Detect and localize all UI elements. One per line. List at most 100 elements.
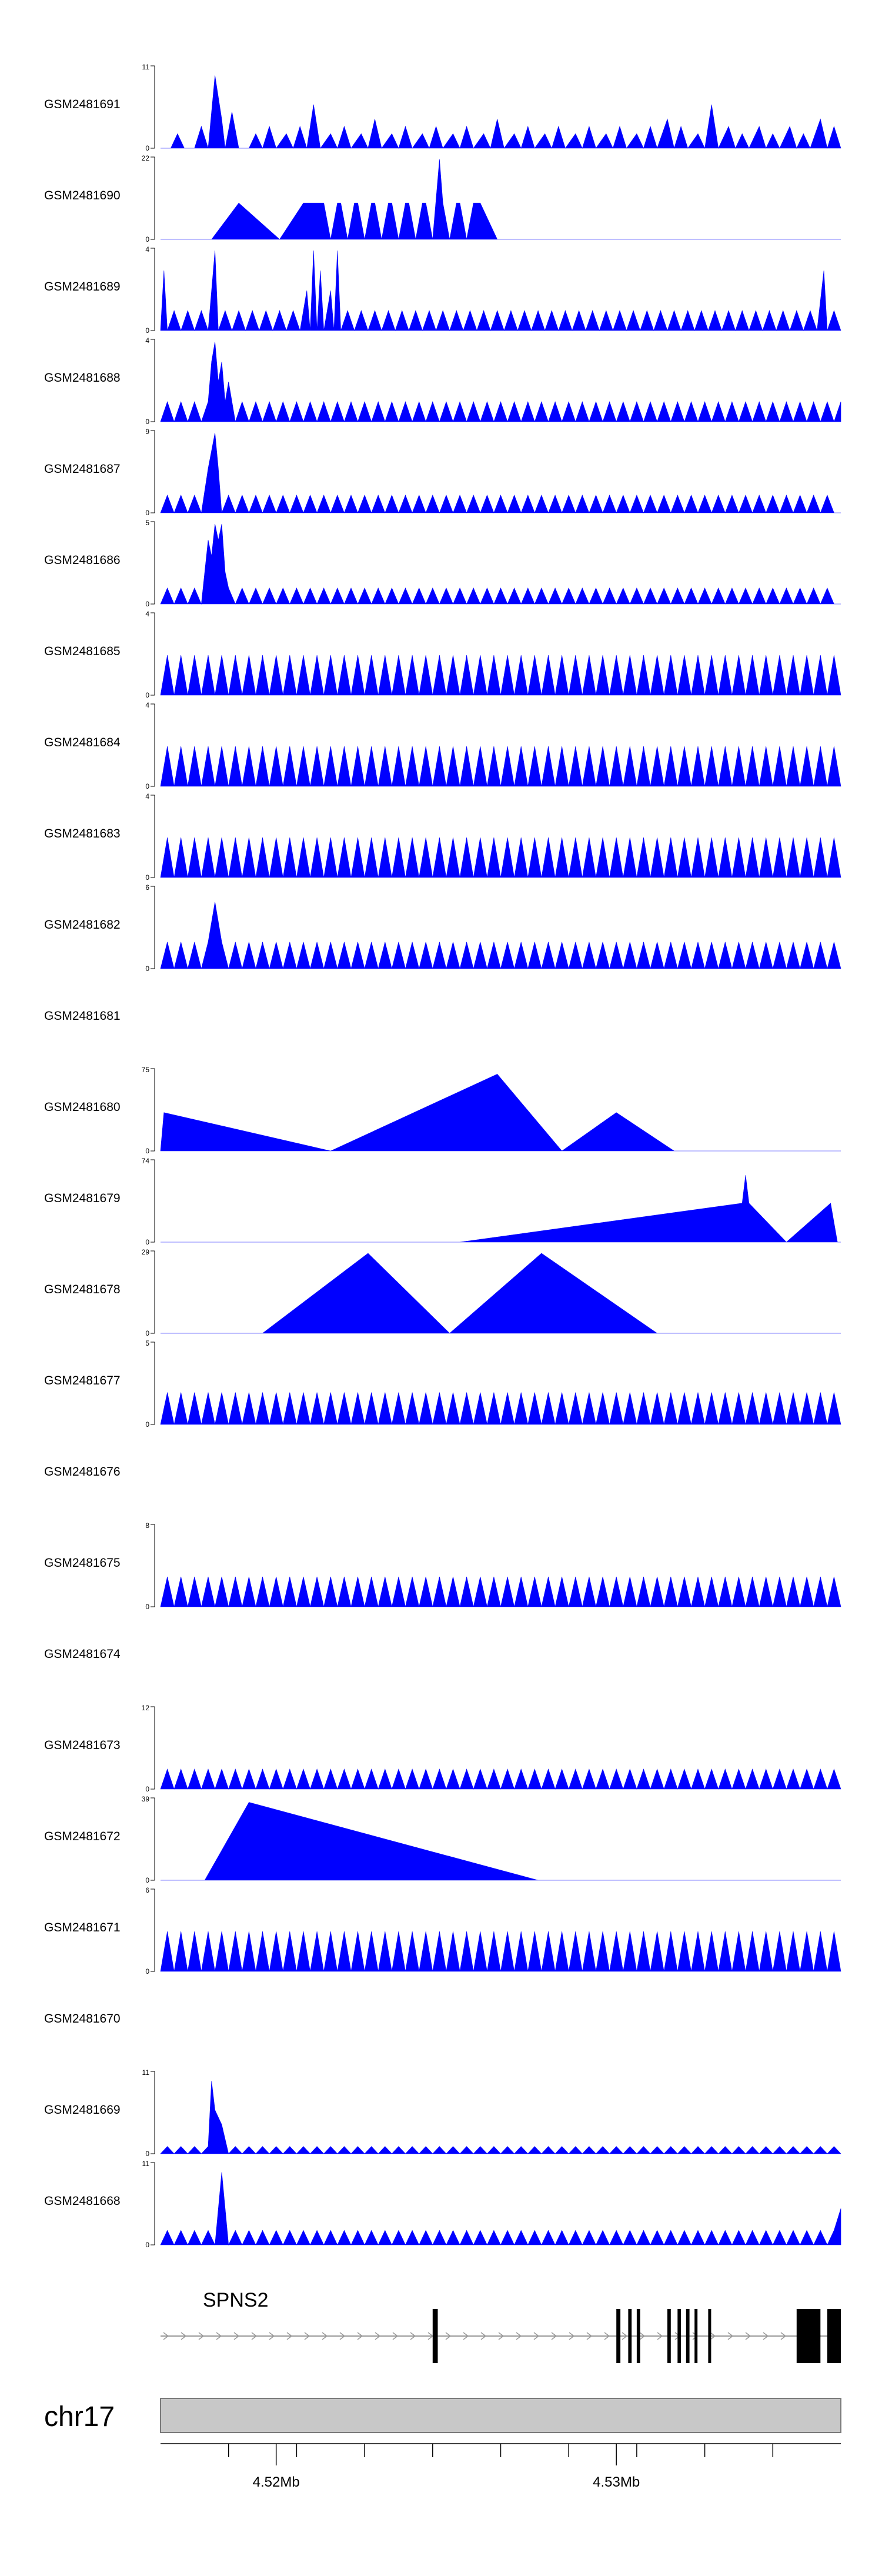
y-tick-label-max-GSM2481689: 4 (145, 245, 149, 253)
y-tick-label-min-GSM2481682: 0 (145, 965, 149, 973)
track-label-GSM2481671: GSM2481671 (44, 1921, 121, 1934)
y-tick-label-min-GSM2481671: 0 (145, 1967, 149, 1976)
strand-arrow (763, 2332, 769, 2340)
strand-arrow (304, 2332, 310, 2340)
strand-arrow (181, 2332, 187, 2340)
y-tick-label-min-GSM2481668: 0 (145, 2241, 149, 2249)
track-label-GSM2481685: GSM2481685 (44, 645, 121, 658)
y-tick-label-max-GSM2481690: 22 (142, 154, 150, 162)
coverage-area-GSM2481683 (160, 837, 841, 878)
strand-arrow (375, 2332, 381, 2340)
y-tick-label-max-GSM2481679: 74 (142, 1157, 150, 1165)
strand-arrow (233, 2332, 240, 2340)
track-label-GSM2481670: GSM2481670 (44, 2012, 121, 2026)
y-tick-label-max-GSM2481678: 29 (142, 1248, 150, 1256)
track-label-GSM2481690: GSM2481690 (44, 189, 121, 202)
x-tick-label-1: 4.52Mb (253, 2474, 300, 2490)
gene-exon-5 (667, 2309, 671, 2363)
coverage-area-GSM2481691 (161, 75, 841, 149)
y-tick-label-min-GSM2481684: 0 (145, 782, 149, 790)
track-label-GSM2481675: GSM2481675 (44, 1556, 121, 1570)
coverage-area-GSM2481669 (160, 2081, 841, 2154)
y-tick-label-max-GSM2481685: 4 (145, 610, 149, 618)
strand-arrow (745, 2332, 751, 2340)
gene-exon-9 (708, 2309, 711, 2363)
y-tick-label-min-GSM2481688: 0 (145, 418, 149, 426)
coverage-area-GSM2481672 (161, 1802, 841, 1881)
strand-arrow (639, 2332, 646, 2340)
track-label-GSM2481691: GSM2481691 (44, 98, 121, 111)
track-label-GSM2481682: GSM2481682 (44, 918, 121, 932)
coverage-area-GSM2481680 (160, 1074, 841, 1152)
track-label-GSM2481678: GSM2481678 (44, 1283, 121, 1296)
track-label-GSM2481668: GSM2481668 (44, 2194, 121, 2208)
strand-arrow (622, 2332, 628, 2340)
y-tick-label-max-GSM2481686: 5 (145, 519, 149, 527)
y-tick-label-min-GSM2481679: 0 (145, 1238, 149, 1246)
strand-arrow (322, 2332, 328, 2340)
track-label-GSM2481673: GSM2481673 (44, 1739, 121, 1752)
gene-exon-11 (827, 2309, 841, 2363)
strand-arrow (216, 2332, 222, 2340)
strand-arrow (657, 2332, 663, 2340)
gene-exon-2 (616, 2309, 621, 2363)
coverage-area-GSM2481689 (160, 250, 841, 331)
y-tick-label-max-GSM2481688: 4 (145, 336, 149, 345)
y-tick-label-min-GSM2481678: 0 (145, 1329, 149, 1337)
track-label-GSM2481679: GSM2481679 (44, 1192, 121, 1205)
strand-arrow (586, 2332, 593, 2340)
y-tick-label-min-GSM2481691: 0 (145, 144, 149, 152)
y-tick-label-max-GSM2481684: 4 (145, 701, 149, 709)
track-label-GSM2481687: GSM2481687 (44, 462, 121, 476)
strand-arrow (163, 2332, 169, 2340)
strand-arrow (339, 2332, 346, 2340)
y-tick-label-max-GSM2481687: 9 (145, 428, 149, 436)
coverage-area-GSM2481679 (161, 1175, 841, 1243)
y-tick-label-max-GSM2481672: 39 (142, 1795, 150, 1803)
strand-arrow (533, 2332, 540, 2340)
y-tick-label-max-GSM2481691: 11 (142, 63, 150, 71)
coverage-area-GSM2481685 (160, 655, 841, 696)
coverage-area-GSM2481690 (161, 159, 841, 240)
strand-arrow (604, 2332, 610, 2340)
y-tick-label-max-GSM2481669: 11 (142, 2068, 150, 2077)
coverage-area-GSM2481682 (160, 902, 841, 969)
y-tick-label-min-GSM2481675: 0 (145, 1603, 149, 1611)
coverage-area-GSM2481673 (160, 1769, 841, 1790)
track-label-GSM2481669: GSM2481669 (44, 2103, 121, 2117)
y-tick-label-min-GSM2481677: 0 (145, 1420, 149, 1429)
y-tick-label-min-GSM2481685: 0 (145, 691, 149, 699)
y-tick-label-min-GSM2481689: 0 (145, 326, 149, 335)
coverage-area-GSM2481687 (160, 432, 841, 514)
strand-arrow (357, 2332, 363, 2340)
coverage-area-GSM2481686 (160, 523, 841, 605)
chromosome-ideogram (160, 2398, 841, 2433)
chromosome-label: chr17 (44, 2401, 115, 2432)
track-label-GSM2481689: GSM2481689 (44, 280, 121, 293)
gene-exon-6 (677, 2309, 681, 2363)
y-tick-label-min-GSM2481683: 0 (145, 873, 149, 882)
y-tick-label-min-GSM2481687: 0 (145, 509, 149, 517)
y-tick-label-min-GSM2481669: 0 (145, 2150, 149, 2158)
track-label-GSM2481683: GSM2481683 (44, 827, 121, 840)
y-tick-label-max-GSM2481683: 4 (145, 792, 149, 800)
y-tick-label-max-GSM2481673: 12 (142, 1704, 150, 1712)
coverage-area-GSM2481671 (160, 1931, 841, 1972)
y-tick-label-min-GSM2481686: 0 (145, 600, 149, 608)
track-label-GSM2481684: GSM2481684 (44, 736, 121, 749)
coverage-area-GSM2481684 (160, 746, 841, 787)
y-tick-label-max-GSM2481668: 11 (142, 2160, 150, 2168)
gene-name-label: SPNS2 (203, 2289, 269, 2311)
track-label-GSM2481672: GSM2481672 (44, 1830, 121, 1843)
track-label-GSM2481688: GSM2481688 (44, 371, 121, 385)
strand-arrow (498, 2332, 505, 2340)
strand-arrow (251, 2332, 258, 2340)
y-tick-label-min-GSM2481690: 0 (145, 235, 149, 243)
y-tick-label-max-GSM2481671: 6 (145, 1886, 149, 1894)
strand-arrow (410, 2332, 416, 2340)
y-tick-label-min-GSM2481680: 0 (145, 1147, 149, 1155)
gene-exon-3 (628, 2309, 632, 2363)
gene-exon-8 (694, 2309, 698, 2363)
strand-arrow (269, 2332, 275, 2340)
